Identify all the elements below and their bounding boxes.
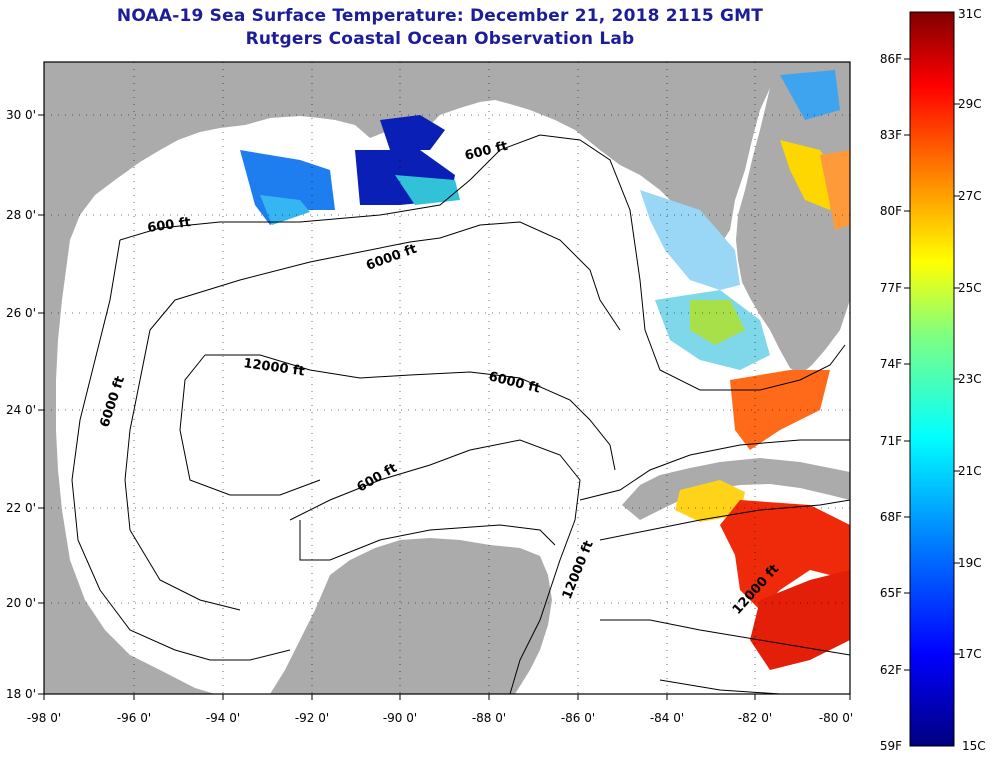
lon-label: -86 0' — [561, 711, 595, 725]
lon-label: -96 0' — [117, 711, 151, 725]
longitude-labels: -98 0' -96 0' -94 0' -92 0' -90 0' -88 0… — [27, 711, 853, 725]
colorbar-f-label: 68F — [880, 510, 902, 524]
map-area[interactable]: 600 ft 600 ft 6000 ft 12000 ft 6000 ft 6… — [44, 62, 850, 694]
colorbar-c-label: 21C — [958, 464, 982, 478]
sst-data-caribbean — [720, 500, 850, 670]
lon-label: -88 0' — [472, 711, 506, 725]
yucatan-land — [270, 538, 552, 694]
lat-label: 26 0' — [6, 306, 36, 320]
map-title: NOAA-19 Sea Surface Temperature: Decembe… — [116, 6, 764, 26]
colorbar: 86F 83F 80F 77F 74F 71F 68F 65F 62F 59F … — [880, 7, 986, 753]
cuba-land — [622, 458, 850, 520]
colorbar-f-label: 74F — [880, 357, 902, 371]
map-subtitle: Rutgers Coastal Ocean Observation Lab — [245, 29, 635, 49]
lon-label: -84 0' — [650, 711, 684, 725]
lat-label: 20 0' — [6, 596, 36, 610]
contour-label: 600 ft — [146, 215, 191, 236]
bathymetry-contours — [71, 134, 850, 694]
colorbar-f-label: 83F — [880, 128, 902, 142]
colorbar-c-label: 23C — [958, 372, 982, 386]
colorbar-c-label: 29C — [958, 97, 982, 111]
lon-label: -82 0' — [738, 711, 772, 725]
axis-ticks — [38, 114, 851, 700]
lon-label: -94 0' — [206, 711, 240, 725]
lon-label: -80 0' — [819, 711, 853, 725]
grid-lines — [44, 62, 850, 694]
lat-label: 24 0' — [6, 403, 36, 417]
colorbar-c-label: 25C — [958, 281, 982, 295]
us-land — [44, 62, 850, 694]
colorbar-f-label: 65F — [880, 586, 902, 600]
colorbar-c-label: 19C — [958, 556, 982, 570]
colorbar-c-label: 15C — [962, 739, 986, 753]
colorbar-f-label: 86F — [880, 52, 902, 66]
latitude-labels: 30 0' 28 0' 26 0' 24 0' 22 0' 20 0' 18 0… — [6, 108, 36, 701]
florida-land — [736, 62, 850, 375]
colorbar-c-label: 17C — [958, 647, 982, 661]
lat-label: 18 0' — [6, 687, 36, 701]
colorbar-f-label: 62F — [880, 663, 902, 677]
map-frame — [43, 61, 851, 695]
colorbar-gradient — [909, 11, 955, 747]
lon-label: -92 0' — [295, 711, 329, 725]
colorbar-c-label: 27C — [958, 189, 982, 203]
lon-label: -98 0' — [27, 711, 61, 725]
lat-label: 30 0' — [6, 108, 36, 122]
colorbar-f-label: 77F — [880, 281, 902, 295]
colorbar-f-label: 59F — [880, 739, 902, 753]
colorbar-f-label: 80F — [880, 204, 902, 218]
lat-label: 22 0' — [6, 501, 36, 515]
lon-label: -90 0' — [383, 711, 417, 725]
colorbar-c-label: 31C — [958, 7, 982, 21]
sst-data-north — [240, 115, 460, 225]
lat-label: 28 0' — [6, 208, 36, 222]
colorbar-f-label: 71F — [880, 434, 902, 448]
